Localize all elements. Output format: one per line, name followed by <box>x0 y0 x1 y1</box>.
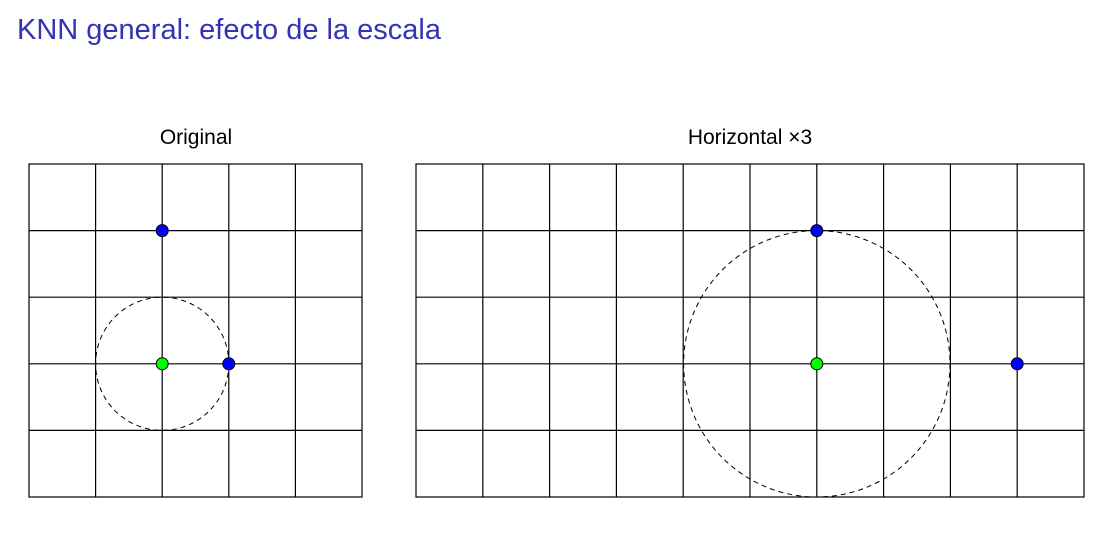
neighbor-point <box>810 224 824 238</box>
neighborhood-circle <box>683 230 951 498</box>
query-point <box>155 357 169 371</box>
neighbor-point <box>155 224 169 238</box>
scaled-grid-diagram <box>415 163 1085 498</box>
grid-border <box>28 163 363 498</box>
diagram-title-original: Original <box>159 126 233 149</box>
slide-title: KNN general: efecto de la escala <box>17 14 441 46</box>
neighbor-point <box>222 357 236 371</box>
query-point <box>810 357 824 371</box>
original-grid-diagram <box>28 163 363 498</box>
diagram-title-horizontal: Horizontal ×3 <box>687 126 813 149</box>
neighbor-point <box>1010 357 1024 371</box>
